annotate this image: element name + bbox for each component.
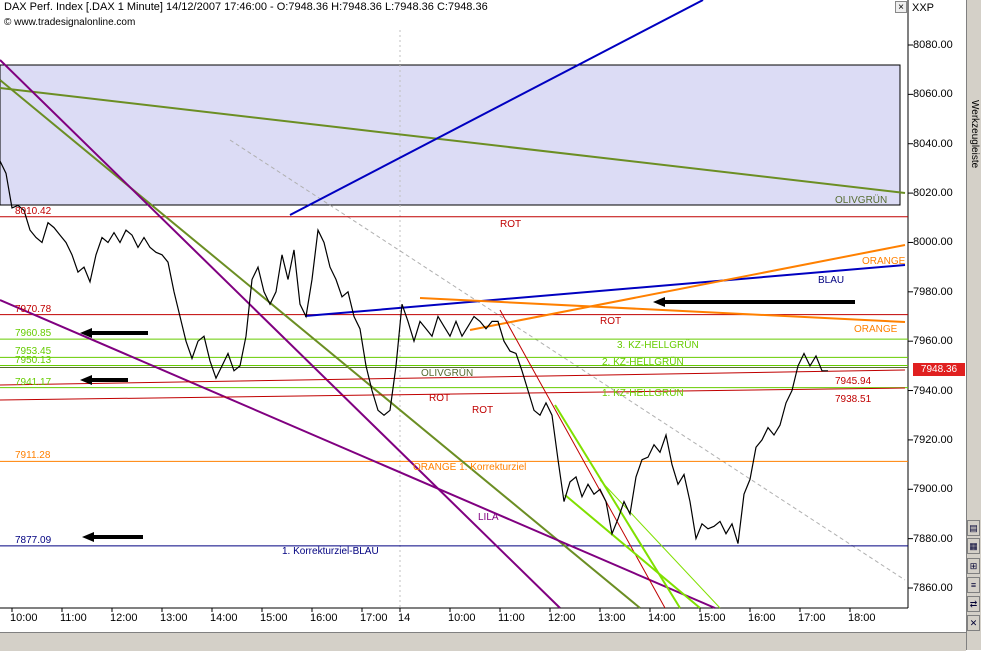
blau-trendline-flat bbox=[304, 264, 906, 317]
status-bar bbox=[0, 632, 966, 651]
y-tick-label: 7980.00 bbox=[913, 285, 953, 298]
x-tick-label: 12:00 bbox=[110, 612, 138, 624]
annotation-orange-korrektur: ORANGE 1. Korrekturziel bbox=[413, 462, 527, 473]
level-label: 7950.13 bbox=[15, 354, 52, 366]
annotation-orange-mid: ORANGE bbox=[854, 324, 898, 335]
x-tick-label: 16:00 bbox=[748, 612, 776, 624]
level-label: 7911.28 bbox=[15, 450, 51, 462]
x-tick-label: 15:00 bbox=[698, 612, 726, 624]
annotation-kz2: 2. KZ-HELLGRÜN bbox=[602, 357, 684, 368]
last-price-badge: 7948.36 bbox=[913, 363, 965, 376]
corner-label: XXP bbox=[912, 2, 935, 14]
toolbar-button-1[interactable]: ▤ bbox=[967, 520, 980, 536]
close-icon[interactable]: × bbox=[895, 1, 907, 13]
toolbar-button-3[interactable]: ⊞ bbox=[967, 558, 980, 574]
rot-trendline-1 bbox=[0, 369, 906, 386]
y-tick-label: 8020.00 bbox=[913, 187, 953, 200]
toolbar-button-6[interactable]: ✕ bbox=[967, 615, 980, 631]
y-tick-label: 8060.00 bbox=[913, 88, 953, 101]
toolbar-button-5[interactable]: ⇄ bbox=[967, 596, 980, 612]
x-tick-label: 11:00 bbox=[60, 612, 87, 624]
x-tick-label: 12:00 bbox=[548, 612, 576, 624]
right-level-label: 7945.94 bbox=[835, 376, 872, 387]
level-label: 7941.17 bbox=[15, 376, 52, 388]
toolbar-panel-label: Werkzeugleiste bbox=[969, 100, 980, 169]
x-tick-label: 17:00 bbox=[360, 612, 388, 624]
orange-trendline-down bbox=[419, 297, 906, 323]
y-tick-label: 7920.00 bbox=[913, 433, 953, 446]
x-tick-label: 18:00 bbox=[848, 612, 876, 624]
arrow-7960-head bbox=[80, 328, 92, 338]
annotation-blau: BLAU bbox=[818, 275, 845, 286]
hellgruen-trendline-3 bbox=[599, 479, 721, 609]
level-label: 7877.09 bbox=[15, 534, 52, 546]
level-label: 7953.45 bbox=[15, 346, 52, 358]
level-label: 7960.85 bbox=[15, 328, 52, 340]
level-label: 7970.78 bbox=[15, 303, 52, 315]
x-tick-label: 15:00 bbox=[260, 612, 288, 624]
x-tick-label: 13:00 bbox=[598, 612, 626, 624]
olivgruen-trendline-steep bbox=[0, 79, 641, 609]
annotation-kz1: 1. KZ-HELLGRÜN bbox=[602, 388, 684, 399]
y-tick-label: 7960.00 bbox=[913, 335, 953, 348]
olivgruen-trendline-top bbox=[0, 87, 906, 194]
arrow-7877-head bbox=[82, 532, 94, 542]
annotation-rot-low1: ROT bbox=[429, 393, 451, 404]
y-tick-label: 7940.00 bbox=[913, 384, 953, 397]
chart-title: DAX Perf. Index [.DAX 1 Minute] 14/12/20… bbox=[4, 1, 488, 13]
annotation-lila: LILA bbox=[478, 512, 499, 523]
rot-trendline-steep bbox=[499, 309, 666, 609]
y-tick-label: 7880.00 bbox=[913, 532, 953, 545]
y-tick-label: 7900.00 bbox=[913, 483, 953, 496]
x-tick-label: 11:00 bbox=[498, 612, 525, 624]
y-tick-label: 8000.00 bbox=[913, 236, 953, 249]
right-level-label: 7938.51 bbox=[835, 394, 872, 405]
x-tick-label: 13:00 bbox=[160, 612, 188, 624]
annotation-blau-korrektur: 1. Korrekturziel-BLAU bbox=[282, 546, 379, 557]
orange-trendline-up bbox=[469, 244, 906, 331]
annotation-orange-upper: ORANGE bbox=[862, 256, 906, 267]
x-tick-label: 14:00 bbox=[210, 612, 238, 624]
annotation-rot-top: ROT bbox=[500, 219, 522, 230]
toolbar-button-4[interactable]: ≡ bbox=[967, 577, 980, 593]
rot-trendline-2 bbox=[0, 387, 906, 401]
y-tick-label: 7860.00 bbox=[913, 582, 953, 594]
toolbar-panel bbox=[966, 0, 981, 650]
blau-trendline-up bbox=[289, 0, 704, 216]
hellgruen-trendline-2 bbox=[564, 494, 701, 609]
x-tick-label: 10:00 bbox=[10, 612, 38, 624]
toolbar-button-2[interactable]: ▦ bbox=[967, 538, 980, 554]
copyright-text: © www.tradesignalonline.com bbox=[4, 17, 136, 28]
x-tick-label: 17:00 bbox=[798, 612, 826, 624]
lila-trendline-shallow bbox=[0, 299, 716, 609]
dashed-trendline bbox=[229, 139, 906, 581]
y-tick-label: 8080.00 bbox=[913, 39, 953, 51]
x-tick-label: 14:00 bbox=[648, 612, 676, 624]
annotation-kz3: 3. KZ-HELLGRÜN bbox=[617, 340, 699, 351]
annotation-olivgruen-top: OLIVGRÜN bbox=[835, 195, 888, 206]
annotation-rot-low2: ROT bbox=[472, 405, 494, 416]
arrow-7941-head bbox=[80, 375, 92, 385]
x-tick-label: 10:00 bbox=[448, 612, 476, 624]
shaded-zone bbox=[0, 64, 901, 206]
y-tick-label: 8040.00 bbox=[913, 137, 953, 150]
x-tick-label: 14 bbox=[398, 612, 411, 624]
arrow-blau-head bbox=[653, 297, 665, 307]
x-tick-label: 16:00 bbox=[310, 612, 338, 624]
level-label: 8010.42 bbox=[15, 205, 52, 217]
price-series-line bbox=[0, 160, 828, 544]
lila-trendline-steep bbox=[0, 59, 561, 609]
annotation-rot-mid: ROT bbox=[600, 316, 622, 327]
annotation-olivgruen-mid: OLIVGRÜN bbox=[421, 368, 474, 379]
